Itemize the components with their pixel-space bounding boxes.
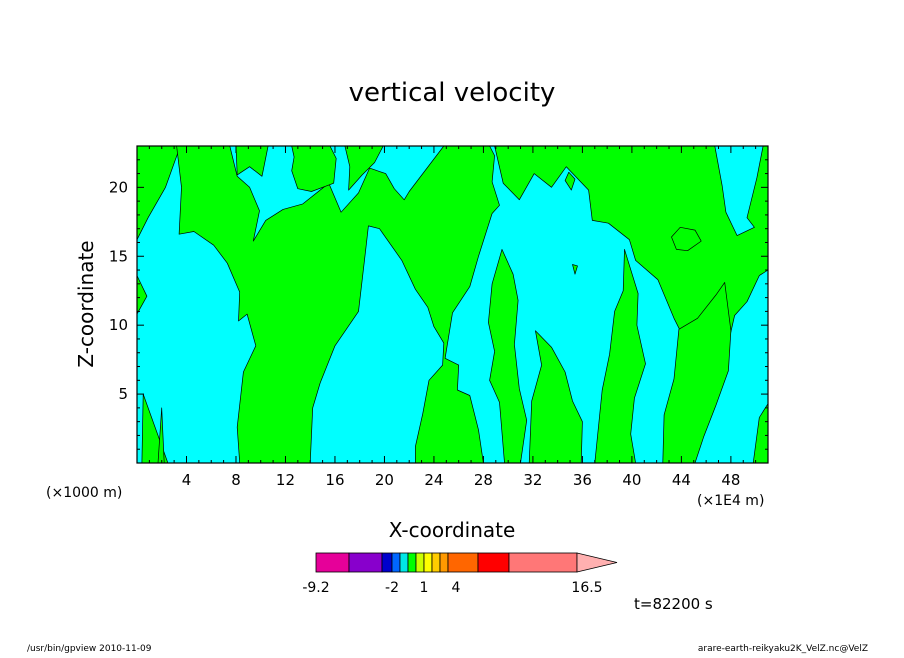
positive-region-15 bbox=[572, 264, 578, 275]
colorbar bbox=[315, 552, 618, 573]
colorbar-segment bbox=[439, 552, 449, 573]
plot-area bbox=[136, 145, 769, 464]
x-tick-label: 24 bbox=[424, 471, 443, 489]
x-tick-label: 20 bbox=[375, 471, 394, 489]
positive-region-6 bbox=[291, 145, 337, 192]
y-tick-label: 20 bbox=[109, 178, 128, 196]
colorbar-labels: -9.2 -2 1 4 16.5 bbox=[302, 580, 602, 596]
colorbar-segment bbox=[348, 552, 383, 573]
x-tick-label: 4 bbox=[182, 471, 192, 489]
y-tick-label: 5 bbox=[118, 385, 128, 403]
positive-region-9 bbox=[488, 249, 528, 464]
x-unit-left: (×1000 m) bbox=[46, 485, 122, 501]
x-tick-label: 48 bbox=[721, 471, 740, 489]
positive-region-10 bbox=[528, 330, 583, 464]
x-tick-label: 16 bbox=[325, 471, 344, 489]
x-tick-label: 32 bbox=[523, 471, 542, 489]
colorbar-segment bbox=[423, 552, 433, 573]
colorbar-segment bbox=[315, 552, 350, 573]
colorbar-segment bbox=[415, 552, 425, 573]
chart-title: vertical velocity bbox=[349, 78, 556, 108]
colorbar-segment bbox=[407, 552, 417, 573]
colorbar-segment bbox=[431, 552, 441, 573]
footer-left: /usr/bin/gpview 2010-11-09 bbox=[27, 644, 152, 654]
colorbar-segment bbox=[399, 552, 409, 573]
colorbar-label: 4 bbox=[452, 580, 461, 596]
colorbar-extend-arrow bbox=[576, 552, 618, 573]
colorbar-segment bbox=[447, 552, 479, 573]
colorbar-segment bbox=[508, 552, 578, 573]
footer-right: arare-earth-reikyaku2K_VelZ.nc@VelZ bbox=[698, 644, 868, 654]
time-label: t=82200 s bbox=[634, 595, 713, 613]
colorbar-label: 1 bbox=[420, 580, 429, 596]
x-axis-label: X-coordinate bbox=[389, 518, 516, 542]
positive-region-11 bbox=[594, 249, 646, 464]
x-tick-label: 36 bbox=[573, 471, 592, 489]
y-axis: 5 10 15 20 bbox=[109, 159, 768, 450]
x-axis: 4 8 12 16 20 24 28 32 36 40 44 48 bbox=[148, 146, 757, 489]
colorbar-label: -9.2 bbox=[302, 580, 329, 596]
y-tick-label: 15 bbox=[109, 247, 128, 265]
x-tick-label: 12 bbox=[276, 471, 295, 489]
colorbar-segment bbox=[477, 552, 510, 573]
plot-frame bbox=[136, 145, 769, 464]
y-tick-label: 10 bbox=[109, 316, 128, 334]
colorbar-label: -2 bbox=[385, 580, 399, 596]
x-tick-label: 28 bbox=[474, 471, 493, 489]
colorbar-segment bbox=[391, 552, 401, 573]
y-axis-label: Z-coordinate bbox=[74, 240, 98, 367]
x-tick-label: 44 bbox=[672, 471, 691, 489]
positive-region-16 bbox=[564, 171, 576, 191]
colorbar-label: 16.5 bbox=[571, 580, 602, 596]
x-tick-label: 40 bbox=[622, 471, 641, 489]
positive-region-14 bbox=[671, 226, 702, 252]
colorbar-segment bbox=[381, 552, 393, 573]
x-tick-label: 8 bbox=[231, 471, 241, 489]
positive-region-12 bbox=[662, 282, 732, 464]
x-unit-right: (×1E4 m) bbox=[697, 493, 764, 509]
